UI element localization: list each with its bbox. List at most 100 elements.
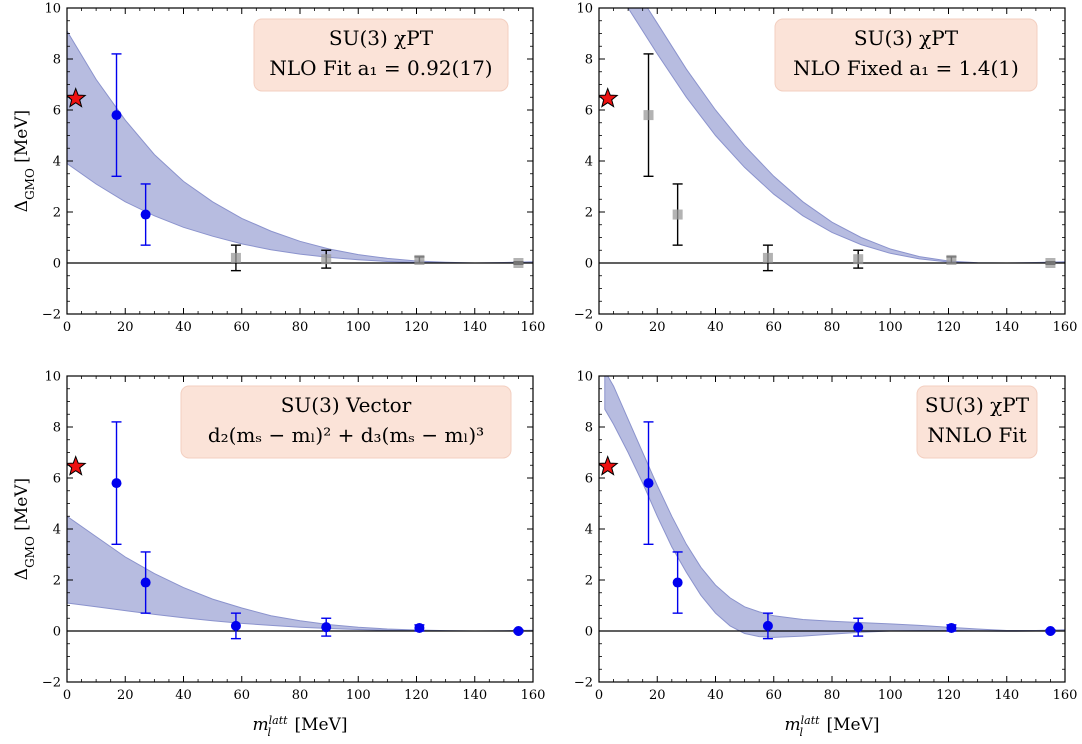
x-tick-label: 120 bbox=[936, 688, 961, 703]
point-marker-inactive bbox=[672, 209, 683, 220]
data-point bbox=[762, 244, 773, 272]
x-tick-label: 20 bbox=[649, 688, 666, 703]
point-marker-inactive bbox=[1045, 258, 1056, 268]
data-point bbox=[321, 249, 332, 269]
fit-band bbox=[67, 515, 533, 632]
y-tick-label: 10 bbox=[44, 2, 61, 17]
x-tick-label: 20 bbox=[117, 320, 134, 335]
x-tick-label: 60 bbox=[765, 688, 782, 703]
x-tick-label: 0 bbox=[63, 688, 71, 703]
y-tick-label: −2 bbox=[574, 308, 593, 323]
y-axis-label: ΔGMO [MeV] bbox=[12, 110, 37, 212]
physical-point-star bbox=[599, 87, 619, 108]
data-point bbox=[672, 551, 683, 614]
y-tick-label: −2 bbox=[574, 676, 593, 691]
x-tick-label: 160 bbox=[521, 688, 546, 703]
legend: SU(3) χPT NLO Fit a₁ = 0.92(17) bbox=[253, 18, 509, 92]
data-point bbox=[140, 551, 151, 614]
y-tick-label: 10 bbox=[576, 370, 593, 385]
y-tick-label: 4 bbox=[585, 523, 593, 538]
x-tick-label: 40 bbox=[707, 688, 724, 703]
y-tick-label: 8 bbox=[53, 421, 61, 436]
legend-line: NNLO Fit bbox=[927, 423, 1026, 447]
y-tick-label: 2 bbox=[53, 206, 61, 221]
point-marker bbox=[321, 622, 332, 633]
point-marker-inactive bbox=[853, 254, 864, 265]
point-marker bbox=[853, 622, 864, 633]
legend: SU(3) χPT NLO Fixed a₁ = 1.4(1) bbox=[774, 18, 1038, 92]
fit-band bbox=[604, 376, 1065, 638]
data-point bbox=[853, 617, 864, 637]
point-marker bbox=[946, 622, 957, 633]
data-point bbox=[643, 53, 654, 178]
y-tick-label: −2 bbox=[42, 676, 61, 691]
data-point bbox=[853, 249, 864, 269]
y-tick-label: 2 bbox=[53, 574, 61, 589]
fit-band bbox=[627, 8, 1065, 264]
y-tick-label: 6 bbox=[53, 104, 61, 119]
x-tick-label: 140 bbox=[462, 320, 487, 335]
x-tick-label: 60 bbox=[765, 320, 782, 335]
y-tick-label: 4 bbox=[53, 523, 61, 538]
x-tick-label: 140 bbox=[462, 688, 487, 703]
legend-line: SU(3) χPT bbox=[925, 393, 1030, 417]
x-tick-label: 100 bbox=[346, 688, 371, 703]
y-tick-label: 8 bbox=[585, 421, 593, 436]
point-marker-inactive bbox=[513, 258, 524, 268]
data-point bbox=[321, 617, 332, 637]
data-point bbox=[1045, 258, 1056, 268]
data-point bbox=[762, 612, 773, 640]
x-tick-label: 60 bbox=[233, 320, 250, 335]
point-marker bbox=[140, 577, 151, 588]
data-point bbox=[414, 622, 425, 633]
y-tick-label: 8 bbox=[53, 53, 61, 68]
data-point bbox=[111, 53, 122, 178]
x-tick-label: 120 bbox=[404, 320, 429, 335]
x-tick-label: 0 bbox=[63, 320, 71, 335]
x-tick-label: 80 bbox=[824, 320, 841, 335]
point-marker bbox=[111, 478, 122, 489]
legend-line: SU(3) χPT bbox=[329, 26, 434, 50]
point-marker bbox=[414, 622, 425, 633]
point-marker-inactive bbox=[643, 110, 654, 121]
point-marker bbox=[140, 209, 151, 220]
y-tick-label: 0 bbox=[585, 625, 593, 640]
x-tick-label: 40 bbox=[707, 320, 724, 335]
y-tick-label: 8 bbox=[585, 53, 593, 68]
x-tick-label: 0 bbox=[595, 688, 603, 703]
legend: SU(3) Vector d₂(mₛ − mₗ)² + d₃(mₛ − mₗ)³ bbox=[180, 385, 512, 459]
plot-area bbox=[599, 376, 1065, 640]
point-marker bbox=[672, 577, 683, 588]
x-tick-label: 100 bbox=[878, 320, 903, 335]
x-axis-label: mlatt l [MeV] bbox=[253, 714, 348, 740]
legend-line: NLO Fit a₁ = 0.92(17) bbox=[269, 56, 492, 80]
y-tick-label: 0 bbox=[585, 257, 593, 272]
legend: SU(3) χPT NNLO Fit bbox=[916, 385, 1038, 459]
point-marker bbox=[1045, 626, 1056, 636]
y-tick-label: 10 bbox=[44, 370, 61, 385]
data-point bbox=[513, 626, 524, 636]
y-tick-label: 6 bbox=[585, 104, 593, 119]
legend-line: d₂(mₛ − mₗ)² + d₃(mₛ − mₗ)³ bbox=[208, 423, 484, 447]
point-marker-inactive bbox=[414, 254, 425, 265]
data-point bbox=[111, 421, 122, 545]
data-point bbox=[140, 183, 151, 246]
x-tick-label: 100 bbox=[878, 688, 903, 703]
x-tick-label: 100 bbox=[346, 320, 371, 335]
fit-band bbox=[67, 30, 533, 264]
x-tick-label: 40 bbox=[175, 688, 192, 703]
x-tick-label: 80 bbox=[824, 688, 841, 703]
legend-box bbox=[180, 385, 512, 459]
y-tick-label: 0 bbox=[53, 625, 61, 640]
data-point bbox=[230, 612, 241, 640]
y-axis-label: ΔGMO [MeV] bbox=[12, 478, 37, 580]
legend-box bbox=[916, 385, 1038, 459]
point-marker-inactive bbox=[762, 252, 773, 263]
data-point bbox=[1045, 626, 1056, 636]
x-tick-label: 20 bbox=[117, 688, 134, 703]
